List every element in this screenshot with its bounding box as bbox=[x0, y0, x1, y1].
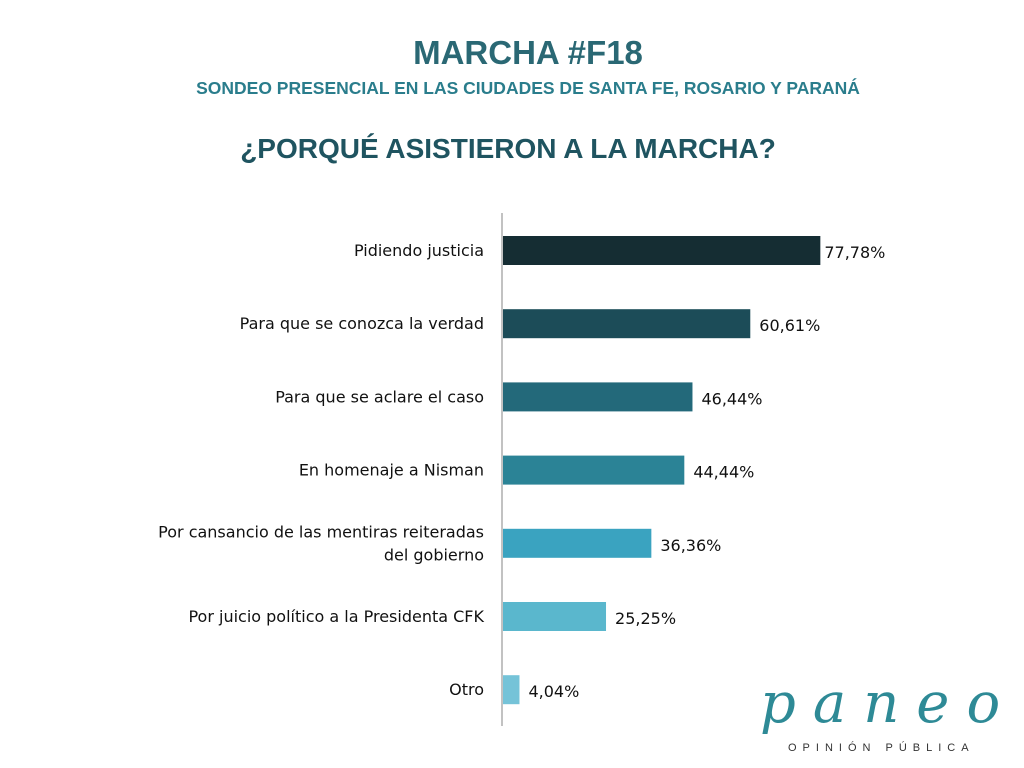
bar-4 bbox=[503, 455, 685, 485]
bar-value-label: 25,25% bbox=[615, 609, 676, 628]
category-label: del gobierno bbox=[384, 545, 484, 564]
chart-title: MARCHA #F18 bbox=[413, 34, 643, 71]
category-label: Para que se aclare el caso bbox=[275, 387, 484, 406]
bar-value-label: 4,04% bbox=[528, 682, 579, 701]
bar-6 bbox=[503, 602, 607, 631]
bar-2 bbox=[503, 309, 751, 339]
bars-layer: 77,78% Pidiendo justicia 60,61% Para que se… bbox=[158, 236, 885, 705]
bar-value-label: 46,44% bbox=[701, 389, 762, 408]
bar-value-label: 60,61% bbox=[759, 316, 820, 335]
category-label: Pidiendo justicia bbox=[354, 241, 484, 260]
category-label: Por cansancio de las mentiras reiteradas bbox=[158, 522, 484, 541]
bar-5 bbox=[503, 528, 652, 558]
chart-question: ¿PORQUÉ ASISTIERON A LA MARCHA? bbox=[240, 133, 776, 164]
category-label: En homenaje a Nisman bbox=[299, 461, 484, 480]
paneo-logo: paneo OPINIÓN PÚBLICA bbox=[760, 671, 1018, 755]
logo-wordmark: paneo bbox=[760, 671, 1018, 736]
bar-7 bbox=[503, 675, 520, 705]
category-label: Otro bbox=[449, 680, 484, 699]
category-label: Por juicio político a la Presidenta CFK bbox=[188, 607, 484, 626]
bar-1 bbox=[503, 236, 821, 265]
category-label: Para que se conozca la verdad bbox=[240, 314, 484, 333]
bar-3 bbox=[503, 382, 693, 412]
bar-value-label: 77,78% bbox=[824, 243, 885, 262]
bar-value-label: 36,36% bbox=[660, 536, 721, 555]
chart-subtitle: SONDEO PRESENCIAL EN LAS CIUDADES DE SAN… bbox=[196, 78, 860, 98]
logo-tagline: OPINIÓN PÚBLICA bbox=[788, 742, 975, 754]
bar-value-label: 44,44% bbox=[693, 463, 754, 482]
